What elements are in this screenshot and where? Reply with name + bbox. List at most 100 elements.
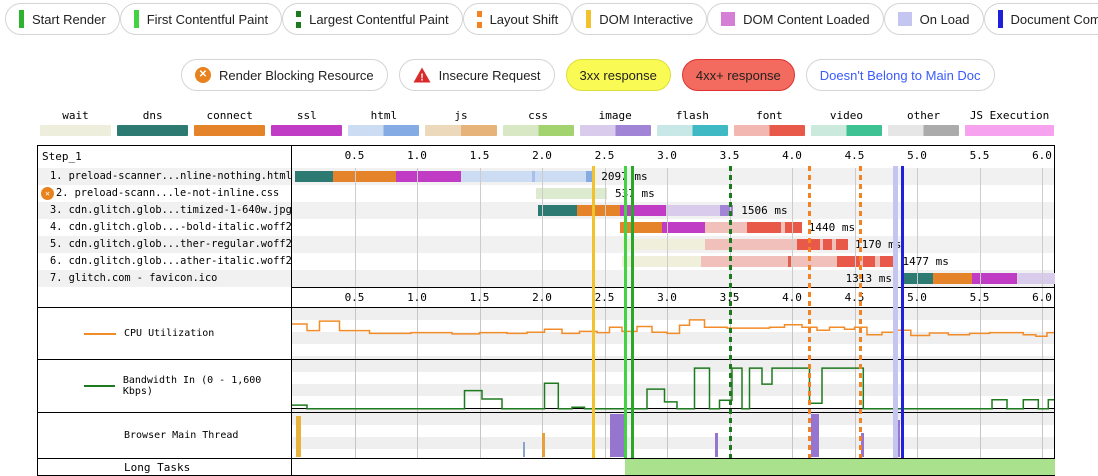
request-row-bars[interactable]: 1313 ms — [292, 270, 1055, 287]
legend-pill-dom-content-loaded[interactable]: DOM Content Loaded — [707, 3, 884, 35]
request-row-bars[interactable]: 1440 ms — [292, 219, 1054, 236]
time-axis-top: 0.5 1.0 1.5 2.0 2.5 3.0 3.5 4.0 4.5 5.0 5.5 6.0 — [292, 146, 1054, 166]
resource-type-swatch — [733, 125, 805, 136]
resource-type-swatch — [888, 125, 960, 136]
request-duration-label: 1477 ms — [902, 255, 949, 268]
request-phase-ssl — [662, 222, 705, 233]
request-row-bars[interactable]: 1506 ms — [292, 202, 1054, 219]
gridline — [354, 413, 356, 458]
legend-pill-label: DOM Interactive — [599, 11, 694, 27]
resource-type-js: js — [425, 109, 497, 136]
request-phase-html_tick — [532, 171, 535, 182]
gridline — [479, 413, 481, 458]
resource-type-swatch — [348, 125, 420, 136]
resource-type-swatch — [271, 125, 343, 136]
legend-pill-label: Document Complete — [1010, 11, 1098, 27]
gridline — [354, 308, 356, 359]
gridline — [667, 413, 668, 458]
gridline — [354, 168, 356, 307]
main-thread-activity — [295, 416, 301, 457]
axis-tick-label: 6.0 — [1032, 291, 1052, 304]
legend-pill-on-load[interactable]: On Load — [883, 3, 984, 35]
legend-pill-dom-interactive[interactable]: DOM Interactive — [572, 3, 708, 35]
gridline — [604, 168, 606, 307]
legend-pill-label: Start Render — [32, 11, 106, 27]
request-row-label[interactable]: 4. cdn.glitch.glob...-bold-italic.woff2 — [38, 219, 292, 236]
legend-flags-row: ✕ Render Blocking Resource ! Insecure Reque… — [181, 59, 995, 91]
legend-pill-start-render[interactable]: Start Render — [5, 3, 120, 35]
legend-pill-4xx-response[interactable]: 4xx+ response — [681, 59, 795, 91]
resource-type-label: css — [528, 109, 549, 122]
gridline — [854, 308, 856, 359]
resource-type-label: wait — [62, 109, 89, 122]
gridline — [792, 360, 793, 412]
request-row-label[interactable]: 1. preload-scanner...nline-nothing.html — [38, 168, 292, 185]
waterfall-rows: 1. preload-scanner...nline-nothing.html 2… — [38, 168, 1055, 287]
gridline — [917, 413, 918, 458]
request-phase-font_light — [819, 239, 824, 250]
request-row-label[interactable]: 6. cdn.glitch.glob...ather-italic.woff2 — [38, 253, 292, 270]
legend-swatch-icon — [133, 10, 139, 28]
request-duration-label: 537 ms — [615, 187, 655, 200]
request-phase-font_dark — [747, 222, 781, 233]
legend-pill-largest-contentful-paint[interactable]: Largest Contentful Paint — [282, 3, 463, 35]
axis-tick-label: 2.5 — [594, 149, 615, 162]
label-chart-divider — [291, 146, 292, 475]
legend-pill-label: Largest Contentful Paint — [309, 11, 449, 27]
axis-tick-label: 2.0 — [532, 291, 552, 304]
gridline — [667, 168, 668, 307]
main-thread-activity — [860, 433, 864, 457]
axis-tick-label: 3.5 — [719, 291, 740, 304]
legend-pill-first-contentful-paint[interactable]: First Contentful Paint — [119, 3, 283, 35]
bandwidth-chart — [292, 360, 1054, 412]
legend-pill-insecure-request[interactable]: ! Insecure Request — [398, 59, 555, 91]
resource-type-swatch — [965, 125, 1054, 136]
bandwidth-legend: Bandwidth In (0 - 1,600 Kbps) — [38, 360, 291, 412]
main-thread-activity — [895, 420, 900, 457]
legend-pill-label: Doesn't Belong to Main Doc — [819, 67, 981, 83]
resource-type-flash: flash — [656, 109, 728, 136]
request-phase-ssl — [619, 205, 666, 216]
axis-tick-label: 1.5 — [469, 291, 490, 304]
request-phase-font_light — [790, 256, 837, 267]
gridline — [604, 360, 606, 412]
request-duration-label: 1440 ms — [808, 221, 856, 234]
main-thread-activity — [810, 414, 819, 457]
axis-tick-label: 1.0 — [407, 149, 427, 162]
request-phase-wait — [622, 239, 705, 250]
gridline — [1042, 413, 1043, 458]
insecure-warning-icon: ! — [413, 67, 431, 83]
gridline — [792, 308, 793, 359]
request-row-label[interactable]: 5. cdn.glitch.glob...ther-regular.woff2 — [38, 236, 292, 253]
legend-pill-layout-shift[interactable]: Layout Shift — [462, 3, 573, 35]
resource-type-label: js — [454, 109, 468, 122]
resource-type-label: ssl — [296, 109, 317, 122]
cpu-utilization-label: CPU Utilization — [124, 328, 215, 339]
request-url-text: 6. cdn.glitch.glob...ather-italic.woff2 — [50, 255, 292, 267]
svg-text:!: ! — [420, 73, 423, 84]
resource-type-swatch — [40, 125, 112, 136]
request-url-text: 5. cdn.glitch.glob...ther-regular.woff2 — [50, 238, 292, 250]
axis-tick-label: 4.5 — [844, 291, 865, 304]
request-row-label[interactable]: ✕ 2. preload-scann...le-not-inline.css — [38, 185, 292, 202]
request-row-bars[interactable]: 1477 ms — [292, 253, 1054, 270]
resource-type-connect: connect — [194, 109, 266, 136]
legend-swatch-icon — [586, 10, 592, 28]
gridline — [542, 360, 543, 412]
legend-pill-doesn-t-belong-to-main-doc[interactable]: Doesn't Belong to Main Doc — [805, 59, 995, 91]
request-phase-image_light — [665, 205, 720, 216]
legend-pill-render-blocking-resource[interactable]: ✕ Render Blocking Resource — [181, 59, 388, 91]
legend-pill-document-complete[interactable]: Document Complete — [983, 3, 1098, 35]
main-thread-activity — [714, 433, 718, 457]
resource-type-ssl: ssl — [271, 109, 343, 136]
request-row-label[interactable]: 7. glitch.com - favicon.ico — [38, 270, 292, 287]
request-row-bars[interactable]: 2097 ms — [292, 168, 1054, 185]
request-phase-wait — [622, 256, 701, 267]
axis-tick-label: 5.0 — [907, 291, 927, 304]
main-thread-legend: Browser Main Thread — [38, 413, 291, 458]
request-url-text: 7. glitch.com - favicon.ico — [50, 272, 218, 284]
axis-tick-label: 1.0 — [407, 291, 427, 304]
legend-pill-3xx-response[interactable]: 3xx response — [565, 59, 671, 91]
axis-tick-label: 3.0 — [657, 149, 677, 162]
request-row-label[interactable]: 3. cdn.glitch.glob...timized-1-640w.jpg — [38, 202, 292, 219]
